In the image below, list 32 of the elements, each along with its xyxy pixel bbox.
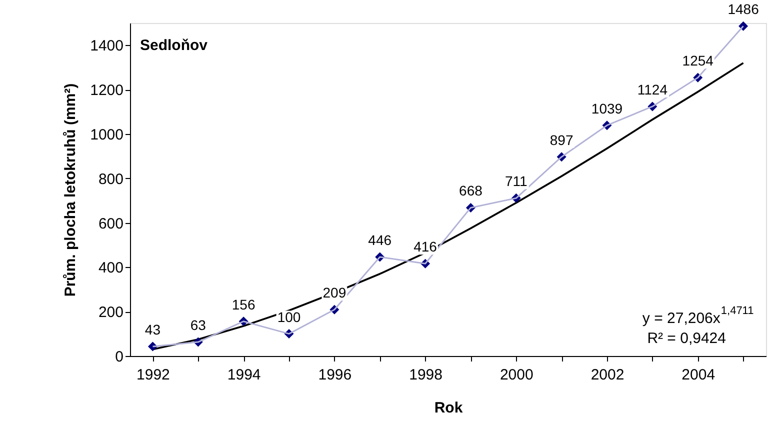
data-label: 43: [144, 321, 161, 338]
text: Sedloňov: [140, 37, 208, 54]
data-label: 63: [190, 317, 206, 334]
data-label: 156: [232, 296, 256, 312]
y-tick-label: 800: [98, 170, 124, 188]
y-tick-label: 200: [98, 304, 124, 322]
y-tick-label: 0: [115, 348, 124, 366]
data-label: 100: [277, 308, 301, 325]
y-tick-label: 600: [98, 215, 124, 232]
y-tick-label: 400: [98, 260, 124, 277]
annotation: R² = 0,9424: [647, 330, 726, 347]
y-tick-label: 1400: [90, 38, 124, 55]
data-label: 1486: [728, 1, 760, 18]
y-tick-label: 1000: [90, 126, 124, 144]
data-label: 1254: [682, 52, 714, 69]
x-tick-label: 1992: [136, 366, 170, 384]
data-label: 1124: [637, 81, 668, 98]
x-tick-label: 2002: [590, 366, 624, 384]
y-tick-label: 1200: [90, 82, 124, 100]
x-tick-label: 1998: [409, 366, 442, 384]
data-label: 897: [550, 132, 574, 148]
data-label: 416: [414, 238, 438, 255]
data-label: 446: [368, 232, 392, 248]
x-tick-label: 2000: [500, 366, 534, 384]
data-label: 668: [459, 182, 483, 199]
y-axis-title: Prům. plocha letokruhů (mm²): [62, 83, 80, 297]
x-axis-title: Rok: [434, 400, 464, 416]
x-tick-label: 1994: [227, 366, 261, 384]
x-tick-label: 2004: [682, 366, 716, 384]
x-tick-label: 1996: [318, 366, 352, 384]
data-label: 711: [504, 173, 528, 190]
data-label: 1039: [591, 100, 623, 116]
